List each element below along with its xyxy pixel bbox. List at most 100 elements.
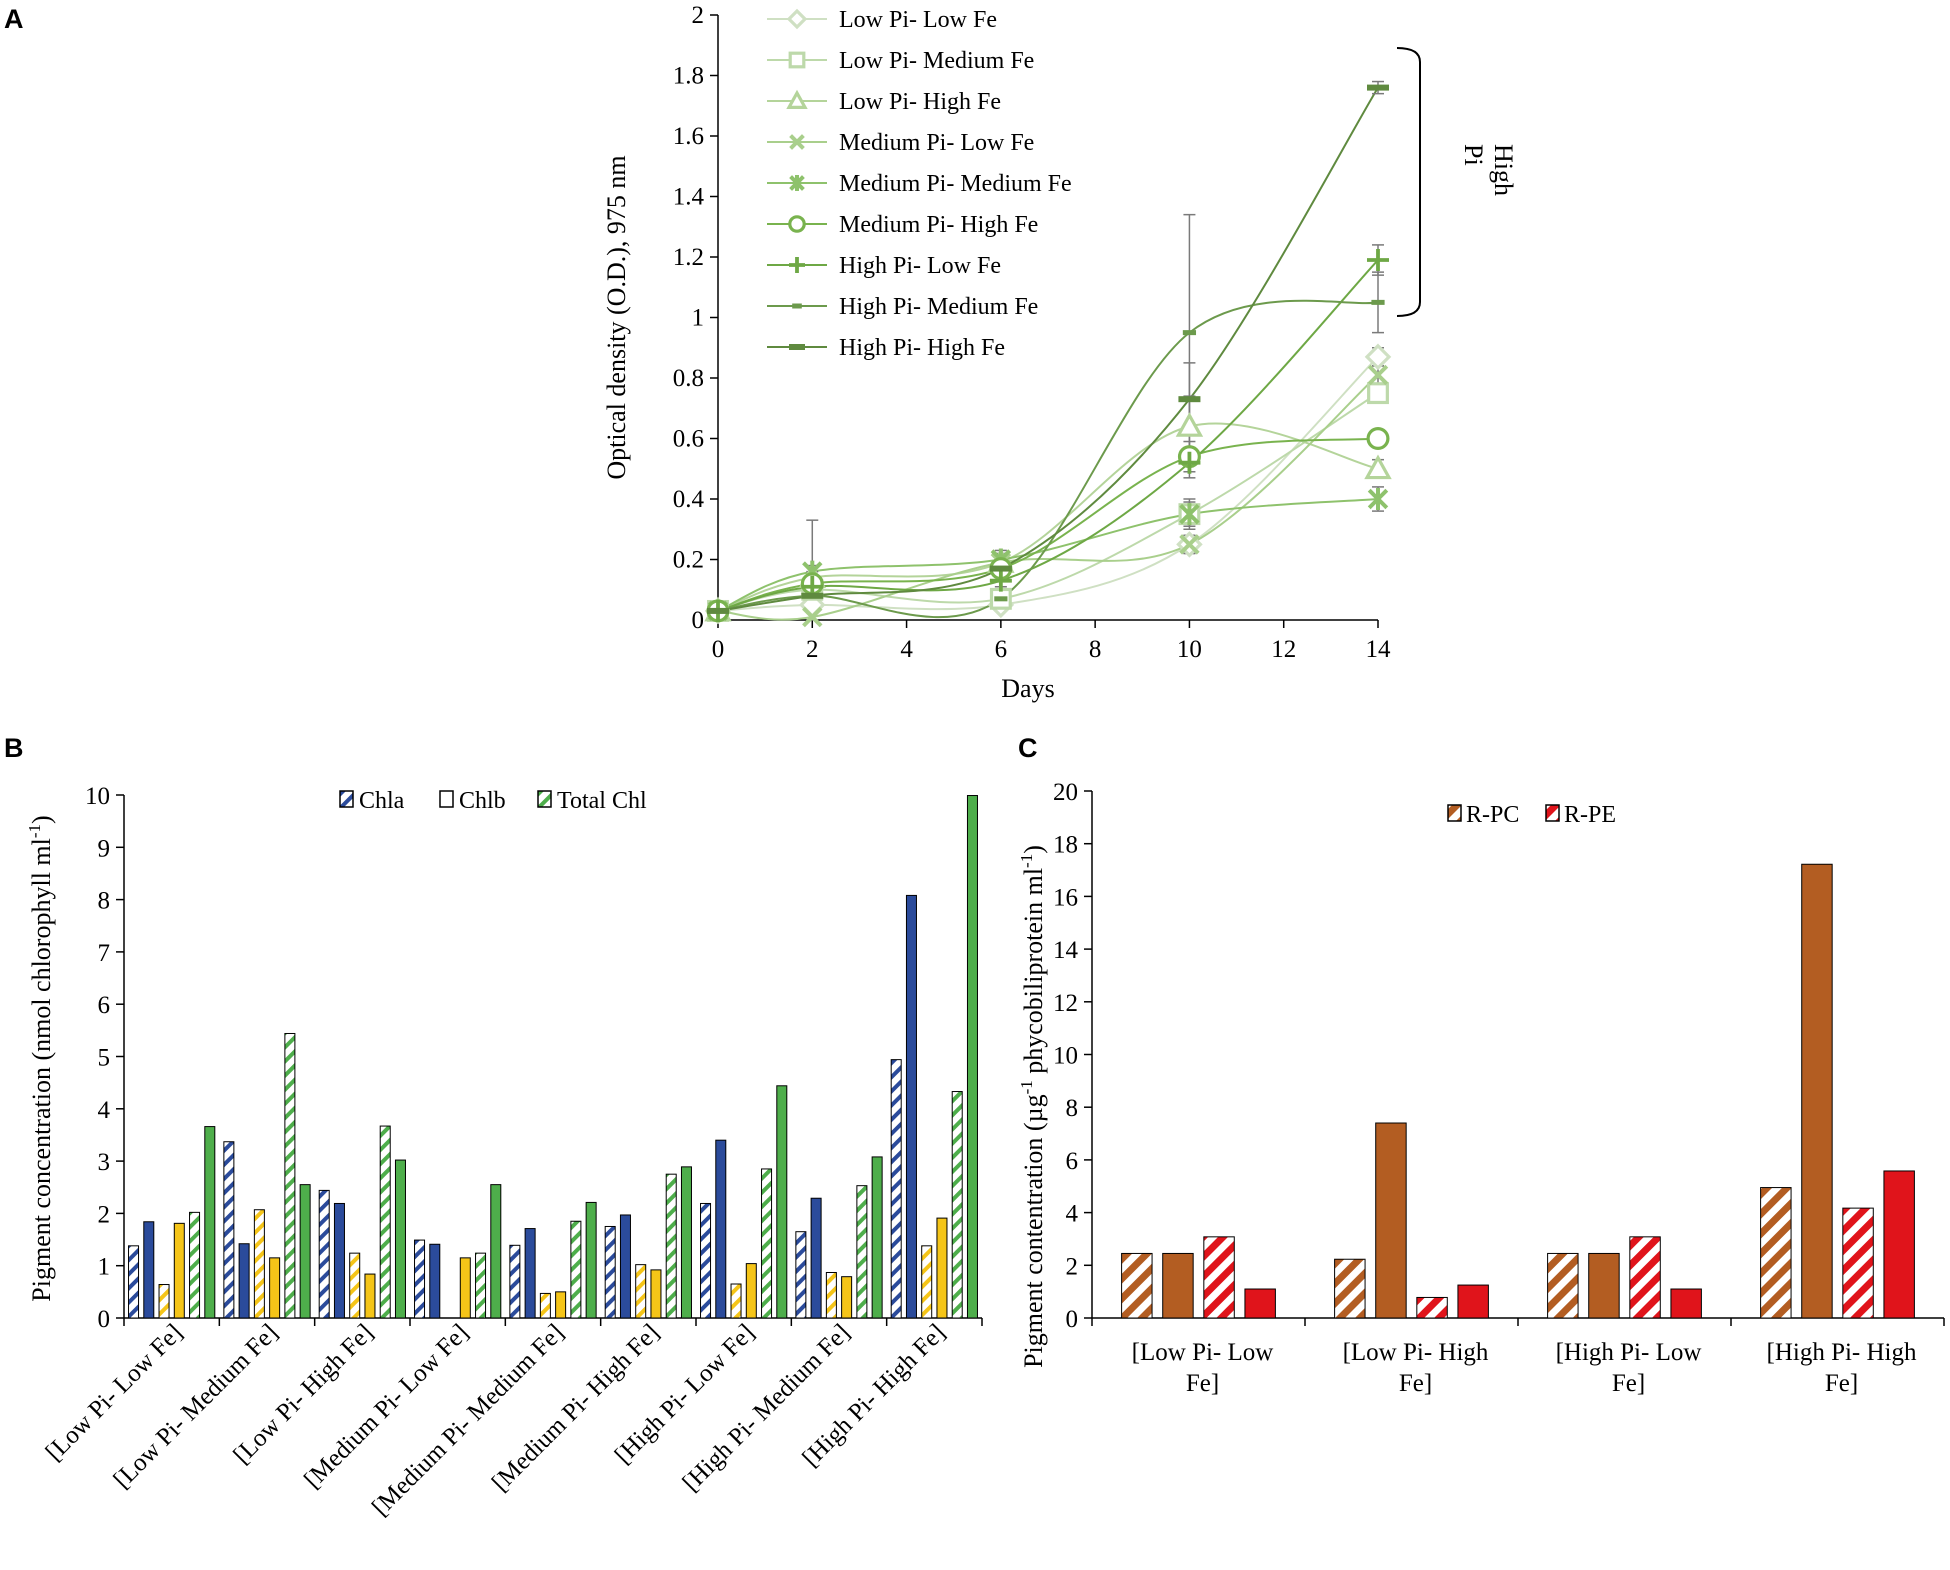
panel-b-category-label: [High Pi- Medium Fe] xyxy=(678,1319,856,1497)
panel-b-bar xyxy=(539,1292,551,1319)
panel-b-y-tick-label: 6 xyxy=(98,992,111,1019)
panel-a-y-tick-label: 1.6 xyxy=(673,123,704,150)
panel-a-legend-marker xyxy=(789,344,805,350)
panel-b-bar xyxy=(665,1173,677,1319)
panel-a-legend-label: Low Pi- Medium Fe xyxy=(839,48,1034,74)
panel-c-y-tick-label: 4 xyxy=(1066,1201,1079,1228)
panel-a-data-point xyxy=(1175,412,1204,437)
panel-a-legend-label: Low Pi- High Fe xyxy=(839,89,1001,115)
panel-b-category-label: [Medium Pi- Low Fe] xyxy=(299,1319,474,1494)
panel-b-bar xyxy=(459,1257,471,1319)
panel-b-bar xyxy=(173,1222,185,1319)
panel-a-legend-marker xyxy=(789,134,805,150)
panel-c-category-label: Fe] xyxy=(1186,1370,1219,1397)
panel-b-y-tick-label: 0 xyxy=(98,1306,111,1333)
panel-a-y-tick-label: 0.8 xyxy=(673,365,704,392)
panel-a-legend-label: Low Pi- Low Fe xyxy=(839,7,997,33)
panel-a-data-point xyxy=(802,606,823,628)
panel-c-category-label: Fe] xyxy=(1825,1370,1858,1397)
panel-a-data-point xyxy=(801,592,824,599)
panel-a-x-tick-label: 0 xyxy=(712,636,725,663)
panel-c-y-tick-label: 14 xyxy=(1053,937,1079,964)
panel-b-category-label: [Medium Pi- High Fe] xyxy=(487,1319,665,1497)
panel-a-legend-marker xyxy=(788,51,806,69)
panel-b-bar xyxy=(570,1220,582,1319)
panel-a-data-point xyxy=(1364,454,1392,480)
panel-b-bar xyxy=(619,1214,631,1319)
panel-b-legend: Chla Chlb Total Chl xyxy=(339,788,647,814)
panel-a-legend-marker xyxy=(788,215,806,233)
panel-c-category-label: [Low Pi- Low xyxy=(1132,1339,1274,1366)
panel-a-legend-marker xyxy=(786,89,808,109)
panel-b-bar xyxy=(585,1201,597,1319)
panel-b-bar xyxy=(856,1185,868,1319)
panel-a-legend-label: Medium Pi- Medium Fe xyxy=(839,171,1072,197)
panel-b-y-tick-label: 9 xyxy=(98,835,111,862)
panel-c-category-label: [High Pi- Low xyxy=(1556,1339,1702,1366)
panel-b-bar xyxy=(223,1141,235,1319)
panel-a-y-axis-title: Optical density (O.D.), 975 nm xyxy=(602,155,631,479)
panel-c-bar xyxy=(1588,1252,1620,1319)
panel-c-bar xyxy=(1457,1284,1489,1319)
panel-b-bar xyxy=(604,1225,616,1319)
panel-c-bar xyxy=(1162,1252,1194,1319)
panel-c-bar xyxy=(1883,1170,1915,1319)
panel-b-bar xyxy=(745,1263,757,1319)
panel-b-bar xyxy=(776,1085,788,1319)
panel-c-y-tick-label: 6 xyxy=(1066,1148,1079,1175)
panel-c-category-labels: [Low Pi- Low Fe] [Low Pi- High Fe] [High Pi-… xyxy=(1132,1339,1917,1397)
panel-b-bar xyxy=(238,1243,250,1319)
panel-b-y-tick-label: 3 xyxy=(98,1149,111,1176)
panel-a-data-point xyxy=(1371,299,1385,305)
panel-a-series-lines xyxy=(717,87,1379,621)
panel-a-y-tick-label: 0.6 xyxy=(673,426,704,453)
panel-c-y-tick-label: 2 xyxy=(1066,1253,1079,1280)
panel-c-bar xyxy=(1203,1236,1235,1319)
panel-a-legend-label: High Pi- High Fe xyxy=(839,335,1005,361)
panel-b-bar xyxy=(414,1239,426,1319)
panel-c-bar xyxy=(1547,1252,1579,1319)
panel-a-legend-label: Medium Pi- Low Fe xyxy=(839,130,1034,156)
panel-b-bar xyxy=(349,1252,361,1319)
panel-b-y-tick-label: 5 xyxy=(98,1045,111,1072)
panel-b-bars xyxy=(128,795,978,1319)
panel-a-data-point xyxy=(994,596,1008,602)
panel-b-bar xyxy=(364,1273,376,1319)
panel-c-category-label: Fe] xyxy=(1612,1370,1645,1397)
panel-a-data-point xyxy=(1367,382,1389,405)
panel-a-x-tick-label: 4 xyxy=(900,636,913,663)
panel-b-category-label: [Low Pi- Medium Fe] xyxy=(108,1319,283,1494)
panel-b-legend-swatch xyxy=(439,790,454,808)
panel-b-bar xyxy=(635,1264,647,1319)
panel-c-bar xyxy=(1760,1187,1792,1319)
panel-b-bar xyxy=(204,1126,216,1319)
panel-a-data-point xyxy=(1179,534,1200,555)
panel-a-y-tick-label: 1.8 xyxy=(673,63,704,90)
panel-a-y-tick-label: 1.2 xyxy=(673,244,704,271)
panel-c-legend-label: R-PC xyxy=(1466,802,1519,828)
panel-c-category-label: [Low Pi- High xyxy=(1343,1339,1489,1366)
panel-b-bar xyxy=(189,1211,201,1319)
panel-a-data-point xyxy=(1367,488,1389,510)
panel-b-y-tick-label: 2 xyxy=(98,1201,111,1228)
panel-c-y-tick-label: 8 xyxy=(1066,1095,1079,1122)
panel-b-y-tick-label: 1 xyxy=(98,1254,111,1281)
panel-b-bar xyxy=(700,1202,712,1319)
panel-b-bar xyxy=(143,1221,155,1319)
panel-c-y-tick-label: 16 xyxy=(1053,884,1078,911)
panel-a-axes: 0 0.2 0.4 0.6 0.8 1 1.2 1.4 1.6 1.8 2 0 2 4 6 8 10 12 14 xyxy=(673,2,1391,663)
panel-b-bar xyxy=(253,1209,265,1319)
panel-a-y-tick-label: 0.4 xyxy=(673,486,705,513)
panel-b-bar xyxy=(650,1269,662,1319)
panel-a-data-point xyxy=(1367,249,1389,272)
panel-c-category-label: [High Pi- High xyxy=(1767,1339,1918,1366)
panel-b-bar xyxy=(951,1091,963,1319)
panel-b-bar xyxy=(871,1156,883,1319)
panel-a-data-point xyxy=(989,569,1012,592)
panel-c-bar xyxy=(1375,1122,1407,1319)
panel-a-x-tick-label: 12 xyxy=(1271,636,1296,663)
panel-a-data-point xyxy=(1179,503,1200,526)
panel-a-x-tick-label: 10 xyxy=(1177,636,1202,663)
panel-c-y-tick-label: 12 xyxy=(1053,990,1078,1017)
